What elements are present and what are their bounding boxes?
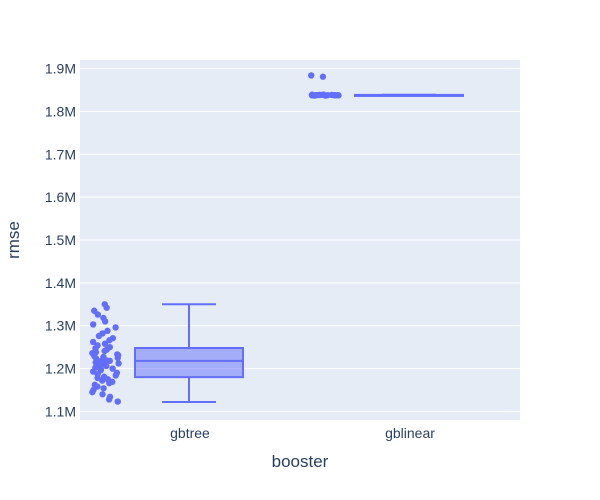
- x-tick-label: gbtree: [170, 425, 210, 441]
- y-tick-label: 1.4M: [45, 275, 76, 291]
- box: [134, 347, 244, 379]
- x-axis-ticks: gbtree gblinear: [170, 425, 435, 441]
- data-point: [114, 354, 121, 362]
- data-point: [99, 377, 106, 384]
- y-tick-label: 1.6M: [45, 189, 76, 205]
- data-point: [115, 360, 122, 367]
- data-point: [105, 396, 113, 403]
- data-point: [106, 379, 113, 387]
- data-point: [95, 332, 103, 340]
- data-point: [112, 324, 119, 331]
- data-point: [94, 311, 102, 318]
- y-tick-label: 1.8M: [45, 103, 76, 119]
- data-point: [103, 362, 110, 370]
- data-point: [308, 72, 315, 79]
- data-point: [89, 338, 97, 346]
- data-point: [109, 365, 116, 372]
- data-point: [330, 91, 338, 99]
- x-tick-label: gblinear: [385, 425, 435, 441]
- data-point: [106, 337, 113, 344]
- y-tick-label: 1.3M: [45, 318, 76, 334]
- data-point: [101, 347, 108, 355]
- data-point: [89, 321, 97, 328]
- grid-lines: [80, 68, 520, 412]
- data-point: [319, 73, 327, 80]
- data-point: [315, 91, 323, 99]
- data-point: [101, 318, 109, 325]
- data-point: [106, 357, 114, 365]
- y-tick-label: 1.2M: [45, 361, 76, 377]
- data-point: [324, 91, 331, 99]
- y-tick-label: 1.7M: [45, 146, 76, 162]
- y-axis-title: rmse: [4, 221, 23, 259]
- y-tick-label: 1.9M: [45, 61, 76, 77]
- data-point: [112, 372, 119, 379]
- y-axis-ticks: 1.1M 1.2M 1.3M 1.4M 1.5M 1.6M 1.7M 1.8M 1.9M: [45, 61, 76, 420]
- data-points: [89, 72, 342, 405]
- data-point: [104, 327, 111, 335]
- y-tick-label: 1.5M: [45, 232, 76, 248]
- data-point: [103, 304, 110, 311]
- data-point: [89, 388, 96, 396]
- boxes: [134, 93, 464, 403]
- data-point: [101, 340, 109, 347]
- y-tick-label: 1.1M: [45, 403, 76, 419]
- data-point: [99, 391, 106, 398]
- data-point: [100, 385, 107, 392]
- data-point: [309, 92, 316, 99]
- data-point: [114, 398, 121, 405]
- x-axis-title: booster: [272, 452, 329, 471]
